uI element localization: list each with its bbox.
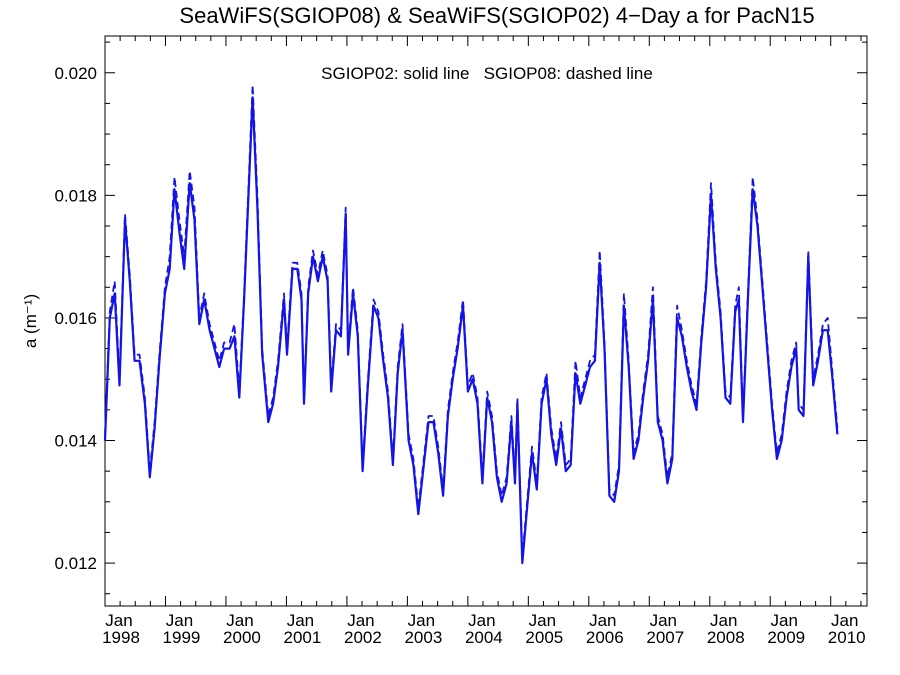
x-tick-month-label: Jan <box>468 611 495 630</box>
x-tick-year-label: 2010 <box>828 628 866 647</box>
x-tick-year-label: 2000 <box>223 628 261 647</box>
x-tick-month-label: Jan <box>105 611 132 630</box>
x-tick-month-label: Jan <box>529 611 556 630</box>
x-tick-month-label: Jan <box>408 611 435 630</box>
y-axis: 0.012 0.014 0.016 0.018 0.020 <box>54 41 867 595</box>
x-tick-year-label: 2009 <box>767 628 805 647</box>
plot-frame <box>104 35 868 607</box>
x-tick-month-label: Jan <box>166 611 193 630</box>
x-tick-year-label: 2003 <box>404 628 442 647</box>
x-tick-month-label: Jan <box>589 611 616 630</box>
x-tick-month-label: Jan <box>650 611 677 630</box>
x-tick-month-label: Jan <box>347 611 374 630</box>
x-tick-year-label: 2004 <box>465 628 503 647</box>
x-tick-year-label: 2007 <box>646 628 684 647</box>
y-tick-label: 0.014 <box>54 432 97 451</box>
x-tick-year-label: 2006 <box>586 628 624 647</box>
x-tick-month-label: Jan <box>831 611 858 630</box>
y-tick-label: 0.012 <box>54 554 97 573</box>
x-tick-month-label: Jan <box>226 611 253 630</box>
series-line-sgiop08 <box>104 84 839 558</box>
y-tick-label: 0.016 <box>54 309 97 328</box>
x-tick-year-label: 1998 <box>102 628 140 647</box>
y-tick-label: 0.018 <box>54 186 97 205</box>
y-axis-label: a (m⁻¹) <box>21 294 40 348</box>
y-tick-label: 0.020 <box>54 64 97 83</box>
x-tick-year-label: 2008 <box>707 628 745 647</box>
series-layer <box>103 84 839 565</box>
x-tick-year-label: 2002 <box>344 628 382 647</box>
x-tick-year-label: 2005 <box>525 628 563 647</box>
chart-title: SeaWiFS(SGIOP08) & SeaWiFS(SGIOP02) 4−Da… <box>179 3 814 28</box>
x-axis: Jan1998Jan1999Jan2000Jan2001Jan2002Jan20… <box>102 36 866 647</box>
x-tick-month-label: Jan <box>771 611 798 630</box>
x-tick-month-label: Jan <box>287 611 314 630</box>
series-line-sgiop02 <box>103 96 839 565</box>
x-tick-year-label: 1999 <box>163 628 201 647</box>
x-tick-year-label: 2001 <box>284 628 322 647</box>
x-tick-month-label: Jan <box>710 611 737 630</box>
series-legend-annotation: SGIOP02: solid line SGIOP08: dashed line <box>321 64 653 83</box>
